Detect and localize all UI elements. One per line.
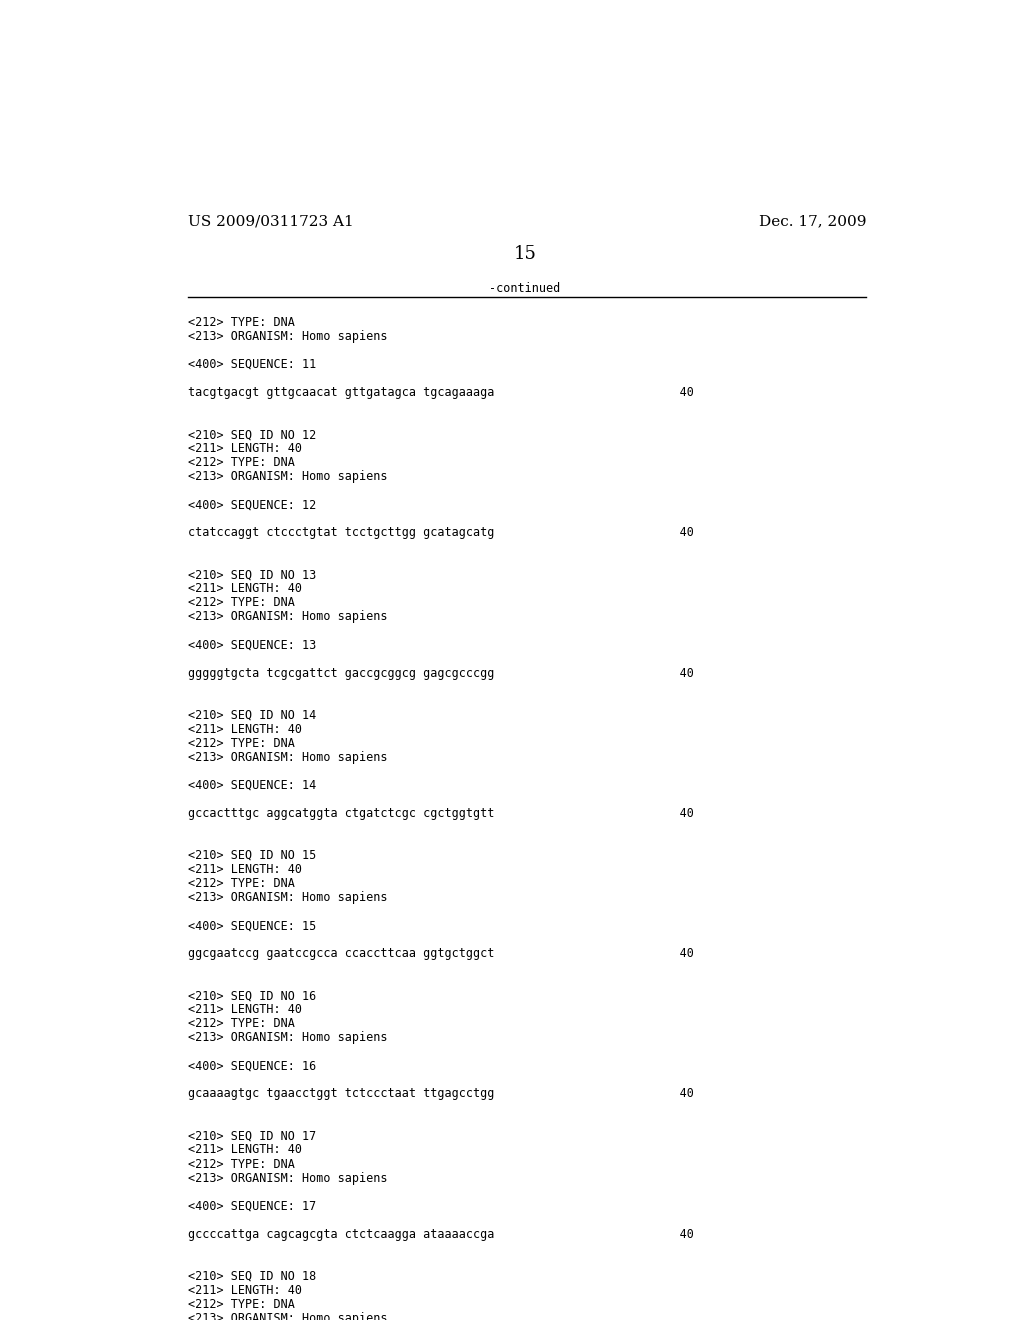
Text: <211> LENGTH: 40: <211> LENGTH: 40 <box>187 582 301 595</box>
Text: 15: 15 <box>513 244 537 263</box>
Text: <210> SEQ ID NO 14: <210> SEQ ID NO 14 <box>187 709 315 722</box>
Text: <213> ORGANISM: Homo sapiens: <213> ORGANISM: Homo sapiens <box>187 891 387 904</box>
Text: <210> SEQ ID NO 15: <210> SEQ ID NO 15 <box>187 849 315 862</box>
Text: US 2009/0311723 A1: US 2009/0311723 A1 <box>187 214 353 228</box>
Text: <210> SEQ ID NO 13: <210> SEQ ID NO 13 <box>187 569 315 581</box>
Text: gggggtgcta tcgcgattct gaccgcggcg gagcgcccgg                          40: gggggtgcta tcgcgattct gaccgcggcg gagcgcc… <box>187 667 693 680</box>
Text: <211> LENGTH: 40: <211> LENGTH: 40 <box>187 1003 301 1016</box>
Text: <212> TYPE: DNA: <212> TYPE: DNA <box>187 1158 294 1171</box>
Text: tacgtgacgt gttgcaacat gttgatagca tgcagaaaga                          40: tacgtgacgt gttgcaacat gttgatagca tgcagaa… <box>187 385 693 399</box>
Text: <211> LENGTH: 40: <211> LENGTH: 40 <box>187 442 301 455</box>
Text: <400> SEQUENCE: 11: <400> SEQUENCE: 11 <box>187 358 315 371</box>
Text: <400> SEQUENCE: 15: <400> SEQUENCE: 15 <box>187 919 315 932</box>
Text: <211> LENGTH: 40: <211> LENGTH: 40 <box>187 1143 301 1156</box>
Text: <211> LENGTH: 40: <211> LENGTH: 40 <box>187 863 301 876</box>
Text: <212> TYPE: DNA: <212> TYPE: DNA <box>187 1018 294 1030</box>
Text: Dec. 17, 2009: Dec. 17, 2009 <box>759 214 866 228</box>
Text: <213> ORGANISM: Homo sapiens: <213> ORGANISM: Homo sapiens <box>187 1172 387 1184</box>
Text: <213> ORGANISM: Homo sapiens: <213> ORGANISM: Homo sapiens <box>187 610 387 623</box>
Text: gcaaaagtgc tgaacctggt tctccctaat ttgagcctgg                          40: gcaaaagtgc tgaacctggt tctccctaat ttgagcc… <box>187 1088 693 1101</box>
Text: <213> ORGANISM: Homo sapiens: <213> ORGANISM: Homo sapiens <box>187 751 387 764</box>
Text: <210> SEQ ID NO 17: <210> SEQ ID NO 17 <box>187 1130 315 1143</box>
Text: <213> ORGANISM: Homo sapiens: <213> ORGANISM: Homo sapiens <box>187 1031 387 1044</box>
Text: <210> SEQ ID NO 12: <210> SEQ ID NO 12 <box>187 428 315 441</box>
Text: <400> SEQUENCE: 12: <400> SEQUENCE: 12 <box>187 498 315 511</box>
Text: gccactttgc aggcatggta ctgatctcgc cgctggtgtt                          40: gccactttgc aggcatggta ctgatctcgc cgctggt… <box>187 807 693 820</box>
Text: <212> TYPE: DNA: <212> TYPE: DNA <box>187 737 294 750</box>
Text: <212> TYPE: DNA: <212> TYPE: DNA <box>187 457 294 469</box>
Text: <213> ORGANISM: Homo sapiens: <213> ORGANISM: Homo sapiens <box>187 1312 387 1320</box>
Text: <212> TYPE: DNA: <212> TYPE: DNA <box>187 597 294 610</box>
Text: <400> SEQUENCE: 17: <400> SEQUENCE: 17 <box>187 1200 315 1213</box>
Text: <210> SEQ ID NO 16: <210> SEQ ID NO 16 <box>187 989 315 1002</box>
Text: <400> SEQUENCE: 13: <400> SEQUENCE: 13 <box>187 639 315 652</box>
Text: <210> SEQ ID NO 18: <210> SEQ ID NO 18 <box>187 1270 315 1283</box>
Text: <400> SEQUENCE: 16: <400> SEQUENCE: 16 <box>187 1060 315 1072</box>
Text: <212> TYPE: DNA: <212> TYPE: DNA <box>187 876 294 890</box>
Text: <211> LENGTH: 40: <211> LENGTH: 40 <box>187 723 301 735</box>
Text: <212> TYPE: DNA: <212> TYPE: DNA <box>187 315 294 329</box>
Text: <213> ORGANISM: Homo sapiens: <213> ORGANISM: Homo sapiens <box>187 330 387 343</box>
Text: <400> SEQUENCE: 14: <400> SEQUENCE: 14 <box>187 779 315 792</box>
Text: -continued: -continued <box>489 282 560 296</box>
Text: <213> ORGANISM: Homo sapiens: <213> ORGANISM: Homo sapiens <box>187 470 387 483</box>
Text: ggcgaatccg gaatccgcca ccaccttcaa ggtgctggct                          40: ggcgaatccg gaatccgcca ccaccttcaa ggtgctg… <box>187 948 693 960</box>
Text: <211> LENGTH: 40: <211> LENGTH: 40 <box>187 1284 301 1296</box>
Text: ctatccaggt ctccctgtat tcctgcttgg gcatagcatg                          40: ctatccaggt ctccctgtat tcctgcttgg gcatagc… <box>187 527 693 540</box>
Text: <212> TYPE: DNA: <212> TYPE: DNA <box>187 1298 294 1311</box>
Text: gccccattga cagcagcgta ctctcaagga ataaaaccga                          40: gccccattga cagcagcgta ctctcaagga ataaaac… <box>187 1228 693 1241</box>
